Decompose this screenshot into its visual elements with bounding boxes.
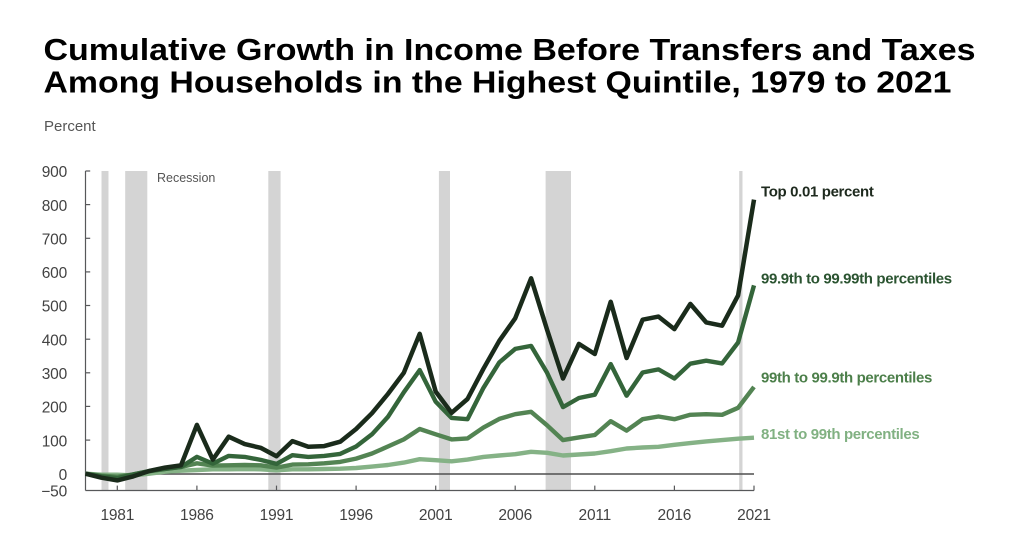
- svg-text:500: 500: [42, 299, 68, 316]
- svg-text:2011: 2011: [579, 507, 612, 524]
- svg-text:99th to 99.9th percentiles: 99th to 99.9th percentiles: [761, 370, 932, 387]
- svg-text:200: 200: [42, 400, 68, 417]
- svg-text:800: 800: [42, 198, 68, 215]
- svg-text:Top 0.01 percent: Top 0.01 percent: [761, 183, 874, 200]
- svg-text:2021: 2021: [737, 507, 771, 524]
- svg-text:Among Households in the Highes: Among Households in the Highest Quintile…: [44, 64, 952, 99]
- svg-text:2006: 2006: [498, 507, 532, 524]
- svg-text:Percent: Percent: [44, 118, 97, 135]
- svg-text:1981: 1981: [100, 507, 134, 524]
- svg-text:1991: 1991: [260, 507, 294, 524]
- svg-text:1986: 1986: [180, 507, 214, 524]
- svg-text:700: 700: [42, 232, 68, 249]
- svg-text:−50: −50: [41, 484, 67, 501]
- svg-text:Cumulative Growth in Income Be: Cumulative Growth in Income Before Trans…: [44, 32, 976, 67]
- svg-text:81st to 99th percentiles: 81st to 99th percentiles: [761, 426, 919, 443]
- svg-text:600: 600: [42, 265, 68, 282]
- svg-text:300: 300: [42, 366, 68, 383]
- svg-text:99.9th to 99.99th percentiles: 99.9th to 99.99th percentiles: [761, 271, 952, 288]
- svg-text:1996: 1996: [339, 507, 373, 524]
- svg-text:900: 900: [42, 164, 68, 181]
- svg-text:400: 400: [42, 332, 68, 349]
- svg-text:Recession: Recession: [157, 171, 215, 185]
- svg-text:0: 0: [59, 467, 68, 484]
- svg-text:100: 100: [42, 433, 68, 450]
- svg-text:2001: 2001: [419, 507, 453, 524]
- svg-text:2016: 2016: [658, 507, 692, 524]
